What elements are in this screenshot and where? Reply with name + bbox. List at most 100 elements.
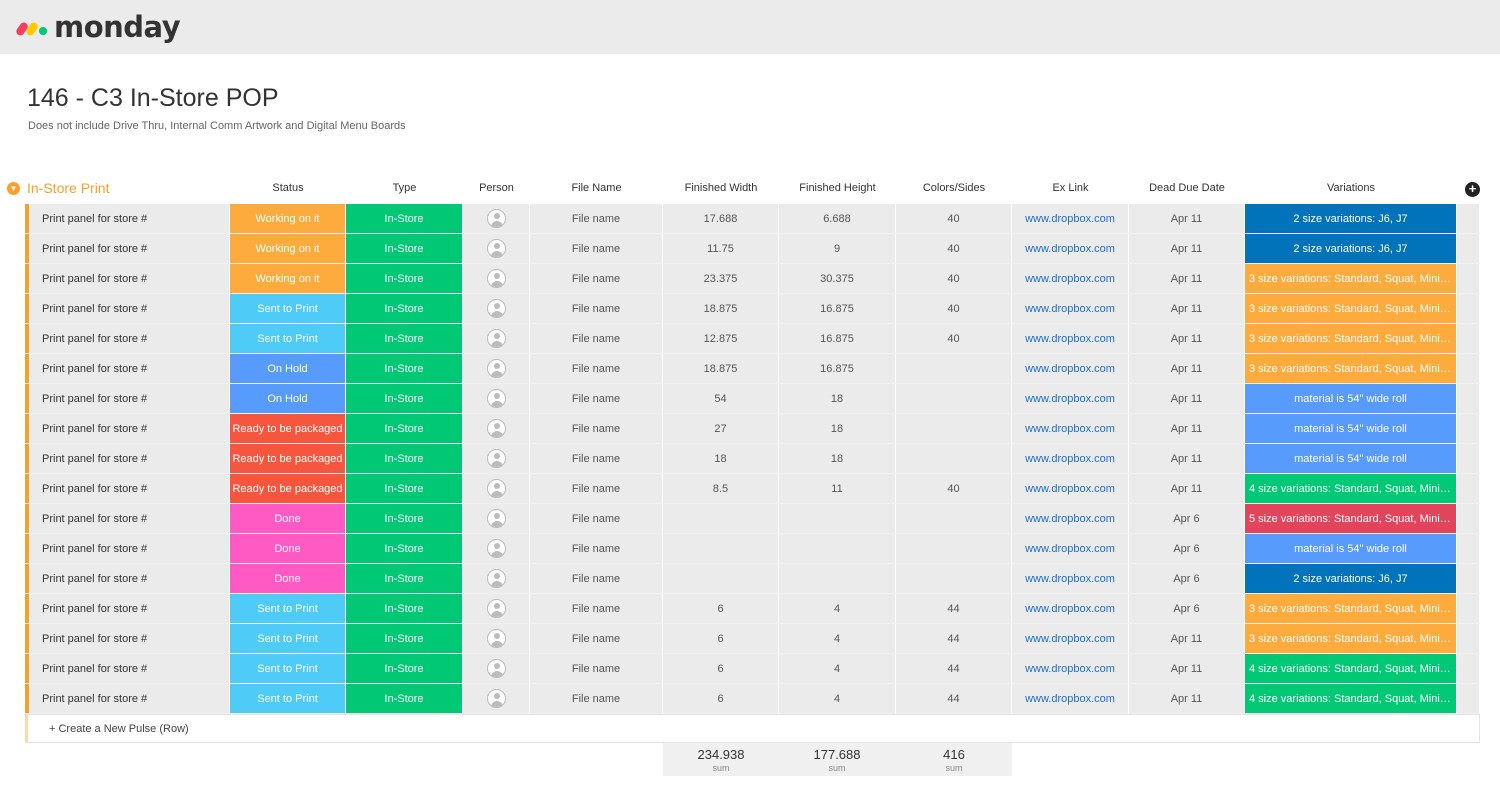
due-date-cell[interactable]: Apr 6 bbox=[1129, 534, 1245, 563]
person-cell[interactable] bbox=[463, 414, 530, 443]
finished-height-cell[interactable]: 16.875 bbox=[779, 354, 896, 383]
person-cell[interactable] bbox=[463, 474, 530, 503]
status-cell[interactable]: Working on it bbox=[230, 204, 346, 233]
status-cell[interactable]: Ready to be packaged bbox=[230, 444, 346, 473]
due-date-cell[interactable]: Apr 11 bbox=[1129, 354, 1245, 383]
file-name-cell[interactable]: File name bbox=[530, 444, 663, 473]
column-header-colors-sides[interactable]: Colors/Sides bbox=[922, 182, 986, 194]
finished-height-cell[interactable]: 16.875 bbox=[779, 294, 896, 323]
variations-cell[interactable]: 2 size variations: J6, J7 bbox=[1245, 564, 1457, 593]
finished-width-cell[interactable]: 17.688 bbox=[663, 204, 779, 233]
variations-cell[interactable]: 4 size variations: Standard, Squat, Mini… bbox=[1245, 684, 1457, 713]
table-row[interactable]: Print panel for store # On Hold In-Store Fi… bbox=[25, 354, 1480, 384]
due-date-cell[interactable]: Apr 11 bbox=[1129, 234, 1245, 263]
colors-sides-cell[interactable] bbox=[896, 504, 1012, 533]
finished-height-cell[interactable]: 18 bbox=[779, 414, 896, 443]
due-date-cell[interactable]: Apr 11 bbox=[1129, 624, 1245, 653]
type-cell[interactable]: In-Store bbox=[346, 564, 463, 593]
due-date-cell[interactable]: Apr 11 bbox=[1129, 684, 1245, 713]
pulse-name[interactable]: Print panel for store # bbox=[30, 534, 230, 563]
due-date-cell[interactable]: Apr 6 bbox=[1129, 564, 1245, 593]
person-cell[interactable] bbox=[463, 594, 530, 623]
pulse-name[interactable]: Print panel for store # bbox=[30, 384, 230, 413]
board-title[interactable]: 146 - C3 In-Store POP bbox=[27, 84, 279, 112]
file-name-cell[interactable]: File name bbox=[530, 654, 663, 683]
ex-link-cell[interactable]: www.dropbox.com bbox=[1012, 444, 1129, 473]
file-name-cell[interactable]: File name bbox=[530, 534, 663, 563]
status-cell[interactable]: Sent to Print bbox=[230, 654, 346, 683]
ex-link-cell[interactable]: www.dropbox.com bbox=[1012, 234, 1129, 263]
colors-sides-cell[interactable] bbox=[896, 534, 1012, 563]
variations-cell[interactable]: 4 size variations: Standard, Squat, Mini… bbox=[1245, 474, 1457, 503]
finished-width-cell[interactable] bbox=[663, 534, 779, 563]
table-row[interactable]: Print panel for store # Ready to be packa… bbox=[25, 444, 1480, 474]
due-date-cell[interactable]: Apr 11 bbox=[1129, 654, 1245, 683]
pulse-name[interactable]: Print panel for store # bbox=[30, 594, 230, 623]
pulse-name[interactable]: Print panel for store # bbox=[30, 564, 230, 593]
finished-width-cell[interactable]: 11.75 bbox=[663, 234, 779, 263]
table-row[interactable]: Print panel for store # Working on it In-S… bbox=[25, 234, 1480, 264]
colors-sides-cell[interactable] bbox=[896, 414, 1012, 443]
ex-link-cell[interactable]: www.dropbox.com bbox=[1012, 384, 1129, 413]
column-header-ex-link[interactable]: Ex Link bbox=[1052, 182, 1089, 194]
file-name-cell[interactable]: File name bbox=[530, 354, 663, 383]
type-cell[interactable]: In-Store bbox=[346, 624, 463, 653]
colors-sides-cell[interactable]: 44 bbox=[896, 624, 1012, 653]
create-pulse-row[interactable]: + Create a New Pulse (Row) bbox=[25, 714, 1480, 743]
type-cell[interactable]: In-Store bbox=[346, 324, 463, 353]
ex-link-cell[interactable]: www.dropbox.com bbox=[1012, 684, 1129, 713]
finished-width-cell[interactable]: 6 bbox=[663, 684, 779, 713]
file-name-cell[interactable]: File name bbox=[530, 414, 663, 443]
ex-link-cell[interactable]: www.dropbox.com bbox=[1012, 654, 1129, 683]
due-date-cell[interactable]: Apr 11 bbox=[1129, 414, 1245, 443]
colors-sides-cell[interactable]: 40 bbox=[896, 324, 1012, 353]
variations-cell[interactable]: 4 size variations: Standard, Squat, Mini… bbox=[1245, 654, 1457, 683]
due-date-cell[interactable]: Apr 11 bbox=[1129, 264, 1245, 293]
pulse-name[interactable]: Print panel for store # bbox=[30, 234, 230, 263]
pulse-name[interactable]: Print panel for store # bbox=[30, 354, 230, 383]
board-description[interactable]: Does not include Drive Thru, Internal Co… bbox=[28, 120, 406, 132]
column-header-type[interactable]: Type bbox=[392, 182, 417, 194]
finished-height-cell[interactable] bbox=[779, 504, 896, 533]
finished-height-cell[interactable]: 30.375 bbox=[779, 264, 896, 293]
finished-height-cell[interactable] bbox=[779, 534, 896, 563]
variations-cell[interactable]: 2 size variations: J6, J7 bbox=[1245, 234, 1457, 263]
person-cell[interactable] bbox=[463, 324, 530, 353]
person-cell[interactable] bbox=[463, 444, 530, 473]
due-date-cell[interactable]: Apr 6 bbox=[1129, 504, 1245, 533]
table-row[interactable]: Print panel for store # Sent to Print In-S… bbox=[25, 594, 1480, 624]
ex-link-cell[interactable]: www.dropbox.com bbox=[1012, 324, 1129, 353]
finished-height-cell[interactable]: 4 bbox=[779, 654, 896, 683]
column-header-finished-width[interactable]: Finished Width bbox=[684, 182, 758, 194]
variations-cell[interactable]: material is 54" wide roll bbox=[1245, 384, 1457, 413]
person-cell[interactable] bbox=[463, 624, 530, 653]
pulse-name[interactable]: Print panel for store # bbox=[30, 324, 230, 353]
due-date-cell[interactable]: Apr 11 bbox=[1129, 294, 1245, 323]
pulse-name[interactable]: Print panel for store # bbox=[30, 624, 230, 653]
type-cell[interactable]: In-Store bbox=[346, 414, 463, 443]
chevron-down-icon[interactable]: ▼ bbox=[7, 182, 20, 195]
status-cell[interactable]: Sent to Print bbox=[230, 594, 346, 623]
colors-sides-cell[interactable] bbox=[896, 354, 1012, 383]
file-name-cell[interactable]: File name bbox=[530, 324, 663, 353]
finished-width-cell[interactable]: 6 bbox=[663, 624, 779, 653]
finished-width-cell[interactable]: 8.5 bbox=[663, 474, 779, 503]
finished-width-cell[interactable] bbox=[663, 564, 779, 593]
colors-sides-cell[interactable]: 40 bbox=[896, 474, 1012, 503]
group-name[interactable]: In-Store Print bbox=[27, 180, 110, 196]
ex-link-cell[interactable]: www.dropbox.com bbox=[1012, 204, 1129, 233]
column-header-file-name[interactable]: File Name bbox=[571, 182, 622, 194]
file-name-cell[interactable]: File name bbox=[530, 564, 663, 593]
colors-sides-cell[interactable]: 44 bbox=[896, 684, 1012, 713]
pulse-name[interactable]: Print panel for store # bbox=[30, 294, 230, 323]
column-header-person[interactable]: Person bbox=[479, 182, 514, 194]
type-cell[interactable]: In-Store bbox=[346, 444, 463, 473]
file-name-cell[interactable]: File name bbox=[530, 204, 663, 233]
pulse-name[interactable]: Print panel for store # bbox=[30, 504, 230, 533]
status-cell[interactable]: Sent to Print bbox=[230, 684, 346, 713]
finished-width-cell[interactable] bbox=[663, 504, 779, 533]
column-header-variations[interactable]: Variations bbox=[1326, 182, 1376, 194]
finished-height-cell[interactable]: 11 bbox=[779, 474, 896, 503]
finished-width-cell[interactable]: 27 bbox=[663, 414, 779, 443]
pulse-name[interactable]: Print panel for store # bbox=[30, 204, 230, 233]
